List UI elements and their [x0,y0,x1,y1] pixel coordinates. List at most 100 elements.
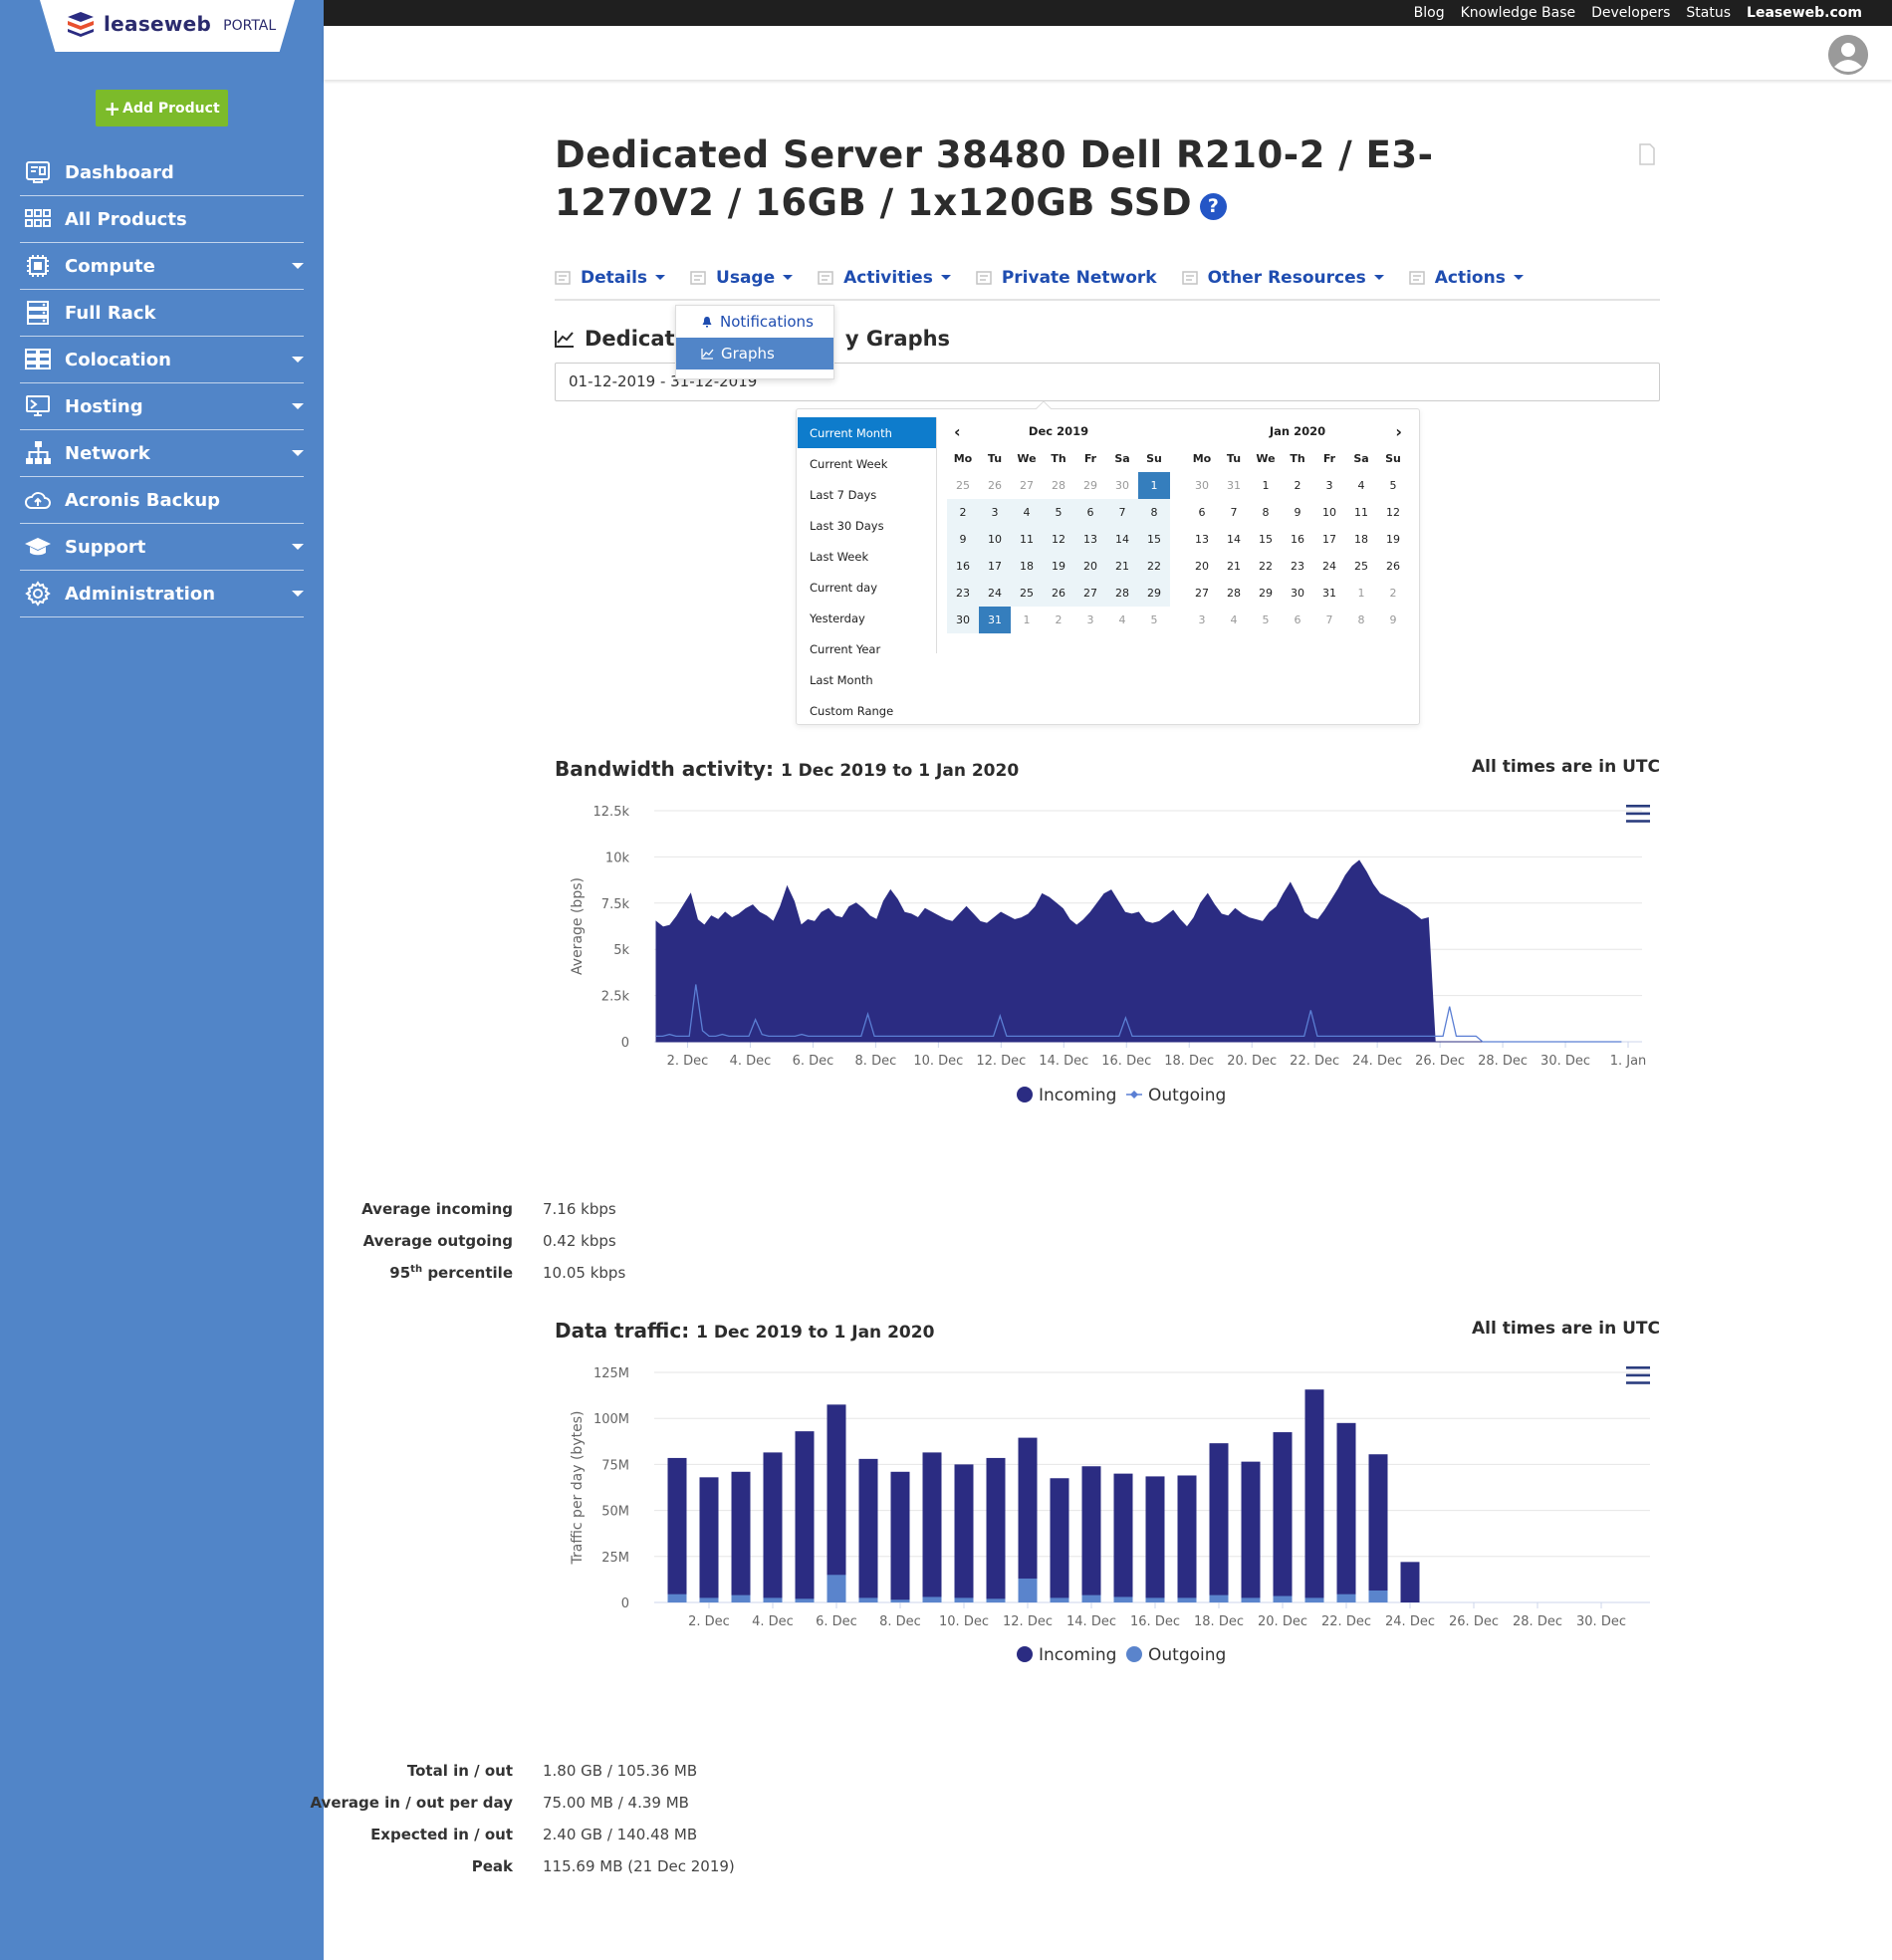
range-option-last-month[interactable]: Last Month [810,672,873,687]
calendar-day[interactable]: 15 [1259,533,1273,546]
calendar-day[interactable]: 2 [1055,613,1063,626]
range-option-current-month[interactable]: Current Month [798,417,936,448]
calendar-day[interactable]: 29 [1138,580,1170,607]
calendar-day[interactable]: 22 [1259,560,1273,573]
calendar-day[interactable]: 3 [1086,613,1094,626]
range-option-current-year[interactable]: Current Year [810,641,881,656]
top-link-knowledge-base[interactable]: Knowledge Base [1460,5,1576,21]
calendar-day[interactable]: 2 [1389,587,1397,600]
calendar-day[interactable]: 22 [1138,553,1170,580]
top-link-leaseweb[interactable]: Leaseweb.com [1747,5,1862,21]
prev-month-icon[interactable]: ‹ [954,422,961,441]
calendar-day[interactable]: 3 [979,499,1011,526]
menu-item-graphs[interactable]: Graphs [676,338,833,369]
calendar-day[interactable]: 8 [1138,499,1170,526]
calendar-day[interactable]: 10 [979,526,1011,553]
caret-down-icon[interactable] [292,591,304,597]
calendar-day[interactable]: 4 [1230,613,1238,626]
calendar-day[interactable]: 2 [947,499,979,526]
calendar-day[interactable]: 9 [1294,506,1301,519]
calendar-day[interactable]: 21 [1227,560,1241,573]
calendar-day[interactable]: 8 [1357,613,1365,626]
calendar-day[interactable]: 4 [1011,499,1043,526]
calendar-day[interactable]: 25 [1011,580,1043,607]
calendar-day[interactable]: 30 [947,607,979,633]
calendar-day[interactable]: 6 [1294,613,1301,626]
range-option-custom-range[interactable]: Custom Range [810,703,894,718]
tab-usage[interactable]: Usage [690,265,794,291]
top-link-developers[interactable]: Developers [1591,5,1671,21]
calendar-day[interactable]: 5 [1150,613,1158,626]
caret-down-icon[interactable] [292,357,304,363]
calendar-day[interactable]: 26 [1386,560,1400,573]
calendar-day[interactable]: 5 [1262,613,1270,626]
add-product-button[interactable]: + Add Product [96,90,228,126]
calendar-day[interactable]: 7 [1106,499,1138,526]
calendar-day[interactable]: 23 [947,580,979,607]
calendar-day[interactable]: 1 [1023,613,1031,626]
sidebar-item-all-products[interactable]: All Products [20,196,304,243]
menu-item-notifications[interactable]: Notifications [676,306,833,338]
caret-down-icon[interactable] [292,403,304,409]
calendar-day[interactable]: 30 [1195,479,1209,492]
calendar-day[interactable]: 14 [1106,526,1138,553]
calendar-day[interactable]: 30 [1115,479,1129,492]
calendar-day[interactable]: 31 [979,607,1011,633]
calendar-day[interactable]: 28 [1227,587,1241,600]
calendar-day[interactable]: 26 [988,479,1002,492]
calendar-day[interactable]: 29 [1259,587,1273,600]
calendar-day[interactable]: 5 [1389,479,1397,492]
calendar-day[interactable]: 9 [947,526,979,553]
calendar-day[interactable]: 13 [1195,533,1209,546]
top-link-blog[interactable]: Blog [1413,5,1445,21]
calendar-day[interactable]: 7 [1325,613,1333,626]
sidebar-item-dashboard[interactable]: Dashboard [20,149,304,196]
help-icon[interactable]: ? [1200,193,1228,220]
calendar-day[interactable]: 31 [1322,587,1336,600]
calendar-day[interactable]: 3 [1325,479,1333,492]
top-link-status[interactable]: Status [1686,5,1732,21]
tab-activities[interactable]: Activities [818,265,951,291]
calendar-day[interactable]: 5 [1043,499,1074,526]
calendar-day[interactable]: 28 [1052,479,1065,492]
calendar-day[interactable]: 1 [1138,472,1170,499]
sidebar-item-colocation[interactable]: Colocation [20,337,304,383]
caret-down-icon[interactable] [292,450,304,456]
tab-details[interactable]: Details [555,265,666,291]
calendar-day[interactable]: 16 [947,553,979,580]
next-month-icon[interactable]: › [1395,422,1402,441]
sidebar-item-administration[interactable]: Administration [20,571,304,617]
calendar-day[interactable]: 27 [1195,587,1209,600]
sidebar-item-hosting[interactable]: Hosting [20,383,304,430]
calendar-day[interactable]: 1 [1357,587,1365,600]
calendar-day[interactable]: 18 [1354,533,1368,546]
sidebar-item-compute[interactable]: Compute [20,243,304,290]
calendar-day[interactable]: 23 [1291,560,1304,573]
calendar-day[interactable]: 10 [1322,506,1336,519]
calendar-day[interactable]: 4 [1118,613,1126,626]
caret-down-icon[interactable] [292,544,304,550]
calendar-day[interactable]: 19 [1386,533,1400,546]
caret-down-icon[interactable] [292,263,304,269]
calendar-day[interactable]: 17 [1322,533,1336,546]
sidebar-item-network[interactable]: Network [20,430,304,477]
calendar-day[interactable]: 3 [1198,613,1206,626]
calendar-day[interactable]: 11 [1011,526,1043,553]
calendar-day[interactable]: 13 [1074,526,1106,553]
calendar-day[interactable]: 26 [1043,580,1074,607]
tab-other-resources[interactable]: Other Resources [1181,265,1384,291]
calendar-day[interactable]: 28 [1106,580,1138,607]
calendar-day[interactable]: 15 [1138,526,1170,553]
calendar-day[interactable]: 14 [1227,533,1241,546]
traffic-chart-menu-icon[interactable] [1626,1366,1650,1384]
calendar-day[interactable]: 21 [1106,553,1138,580]
document-icon[interactable] [1638,143,1656,165]
calendar-day[interactable]: 18 [1011,553,1043,580]
calendar-day[interactable]: 25 [1354,560,1368,573]
tab-private-network[interactable]: Private Network [976,265,1157,291]
calendar-day[interactable]: 12 [1043,526,1074,553]
calendar-day[interactable]: 1 [1262,479,1270,492]
calendar-day[interactable]: 20 [1195,560,1209,573]
calendar-day[interactable]: 2 [1294,479,1301,492]
range-option-last-30-days[interactable]: Last 30 Days [810,518,884,533]
